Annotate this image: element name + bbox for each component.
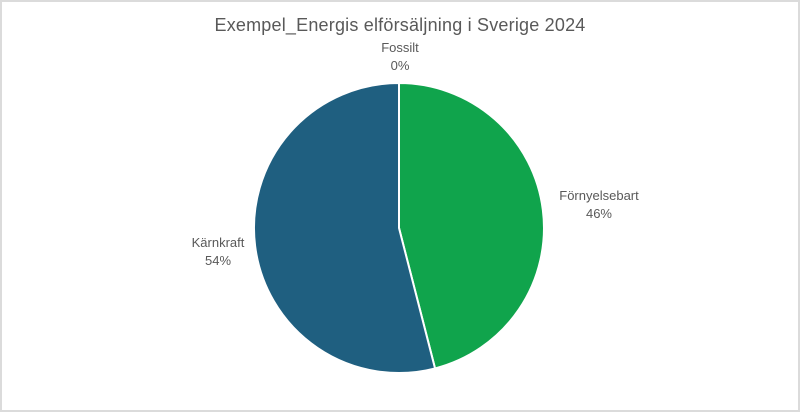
pie-label-karnkraft-name: Kärnkraft: [191, 235, 245, 250]
pie-label-fornyelsebart-pct: 46%: [585, 206, 613, 221]
pie-label-fossilt[interactable]: Fossilt 0%: [381, 39, 419, 75]
chart-title[interactable]: Exempel_Energis elförsäljning i Sverige …: [214, 15, 586, 35]
pie-label-fossilt-pct: 0%: [390, 58, 410, 73]
pie-slice-fornyelsebart[interactable]: [398, 82, 545, 370]
pie-slice-karnkraft[interactable]: [252, 82, 437, 374]
pie-label-fossilt-name: Fossilt: [381, 40, 419, 55]
pie-label-karnkraft[interactable]: Kärnkraft 54%: [192, 234, 245, 270]
pie-label-karnkraft-pct: 54%: [204, 253, 232, 268]
pie-label-fornyelsebart-name: Förnyelsebart: [559, 188, 639, 203]
pie-label-fornyelsebart[interactable]: Förnyelsebart 46%: [559, 187, 638, 223]
